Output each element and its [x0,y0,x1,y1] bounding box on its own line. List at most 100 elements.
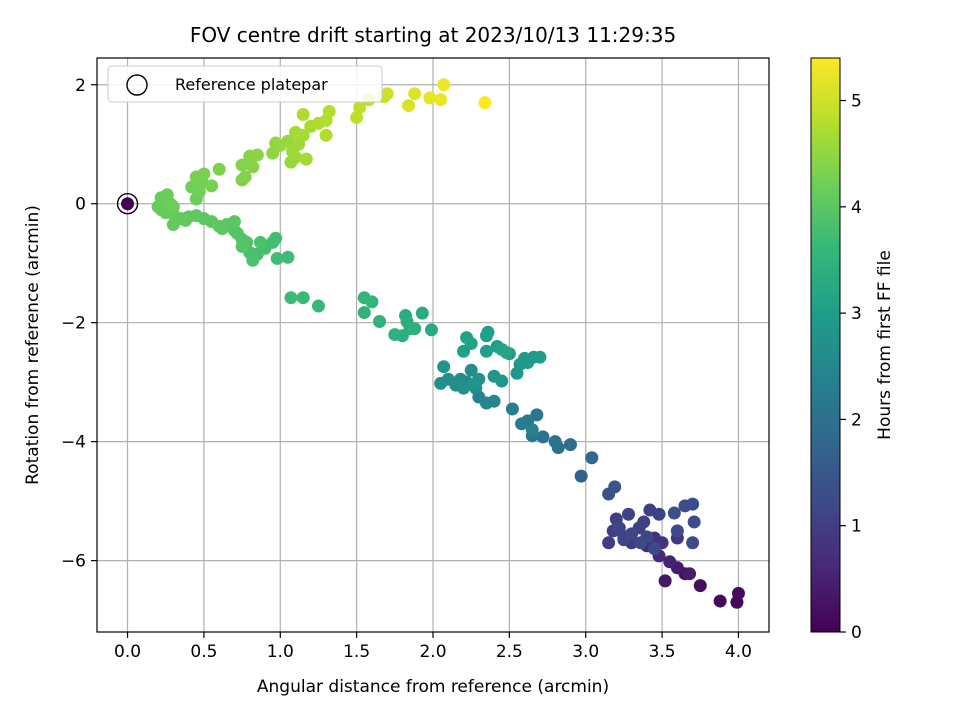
data-point [227,215,241,229]
colorbar-tick-label: 3 [851,304,862,324]
data-point [212,162,226,176]
data-point [408,87,422,101]
data-point [284,291,298,305]
data-point [479,329,493,343]
colorbar-gradient [810,57,841,633]
data-point [353,100,367,114]
x-tick-label: 4.0 [725,642,752,662]
data-point [548,435,562,449]
data-point [296,291,310,305]
y-tick-label: −4 [61,433,86,453]
data-point [479,344,493,358]
data-point [467,377,481,391]
x-tick-label: 1.5 [343,642,370,662]
x-tick-label: 2.5 [496,642,523,662]
data-point [499,345,513,359]
x-tick-label: 0.0 [114,642,141,662]
data-point [713,594,727,608]
data-point [670,524,684,538]
data-point [166,200,180,214]
data-point [536,430,550,444]
data-point [693,579,707,593]
y-axis: 2 0 −2 −4 −6 [61,76,97,572]
data-points [116,78,745,609]
data-point [322,105,336,119]
data-point [652,507,666,521]
data-point [415,306,429,320]
data-point [270,251,284,265]
data-point [617,533,631,547]
data-point [350,110,364,124]
data-point [686,536,700,550]
data-point [612,521,626,535]
y-axis-label: Rotation from reference (arcmin) [23,205,43,485]
legend-marker [126,74,148,96]
colorbar-ticks: 0 1 2 3 4 5 [840,92,862,643]
data-point [235,158,249,172]
data-point [179,213,193,227]
data-point [296,128,310,142]
data-point [319,128,333,142]
data-point [487,394,501,408]
x-axis-label: Angular distance from reference (arcmin) [257,677,609,697]
colorbar-tick-label: 2 [851,410,862,430]
data-point [380,87,394,101]
data-point [533,350,547,364]
data-point [658,574,672,588]
data-point [687,515,701,529]
colorbar-label: Hours from first FF file [875,250,895,440]
data-point [608,480,622,494]
data-point [434,93,448,107]
legend-box [107,65,383,103]
chart-title: FOV centre drift starting at 2023/10/13 … [190,23,676,47]
data-point [166,218,180,232]
colorbar-tick-label: 1 [851,517,862,537]
x-tick-label: 3.0 [572,642,599,662]
legend: Reference platepar [107,65,383,103]
y-tick-label: −2 [61,314,86,334]
data-point [505,402,519,416]
data-point [121,197,135,211]
data-point [525,423,539,437]
data-point [402,99,416,113]
data-point [683,567,697,581]
data-point [585,451,599,465]
data-point [269,231,283,245]
data-point [663,555,677,569]
data-point [667,506,681,520]
x-tick-label: 0.5 [190,642,217,662]
data-point [197,167,211,181]
data-point [464,363,478,377]
colorbar-tick-label: 4 [851,198,862,218]
data-point [437,360,451,374]
data-point [235,240,249,254]
data-point [686,497,700,511]
data-point [424,323,438,337]
data-point [357,306,371,320]
data-point [563,438,577,452]
data-point [602,536,616,550]
data-point [634,536,648,550]
data-point [246,160,260,174]
grid-lines [97,58,769,632]
colorbar-tick-label: 5 [851,92,862,112]
data-point [299,152,313,166]
data-point [495,374,509,388]
data-point [621,507,635,521]
reference-platepar-marker [116,193,139,215]
y-tick-label: −6 [61,552,86,572]
data-point [296,108,310,122]
x-tick-label: 3.5 [649,642,676,662]
data-point [373,315,387,329]
data-point [231,226,245,240]
data-point [530,408,544,422]
y-tick-label: 0 [75,195,86,215]
data-point [365,295,379,309]
data-point [205,179,219,193]
data-point [408,322,422,336]
data-point [311,299,325,313]
data-point [388,328,402,342]
data-point [253,235,267,249]
data-point [246,253,260,267]
